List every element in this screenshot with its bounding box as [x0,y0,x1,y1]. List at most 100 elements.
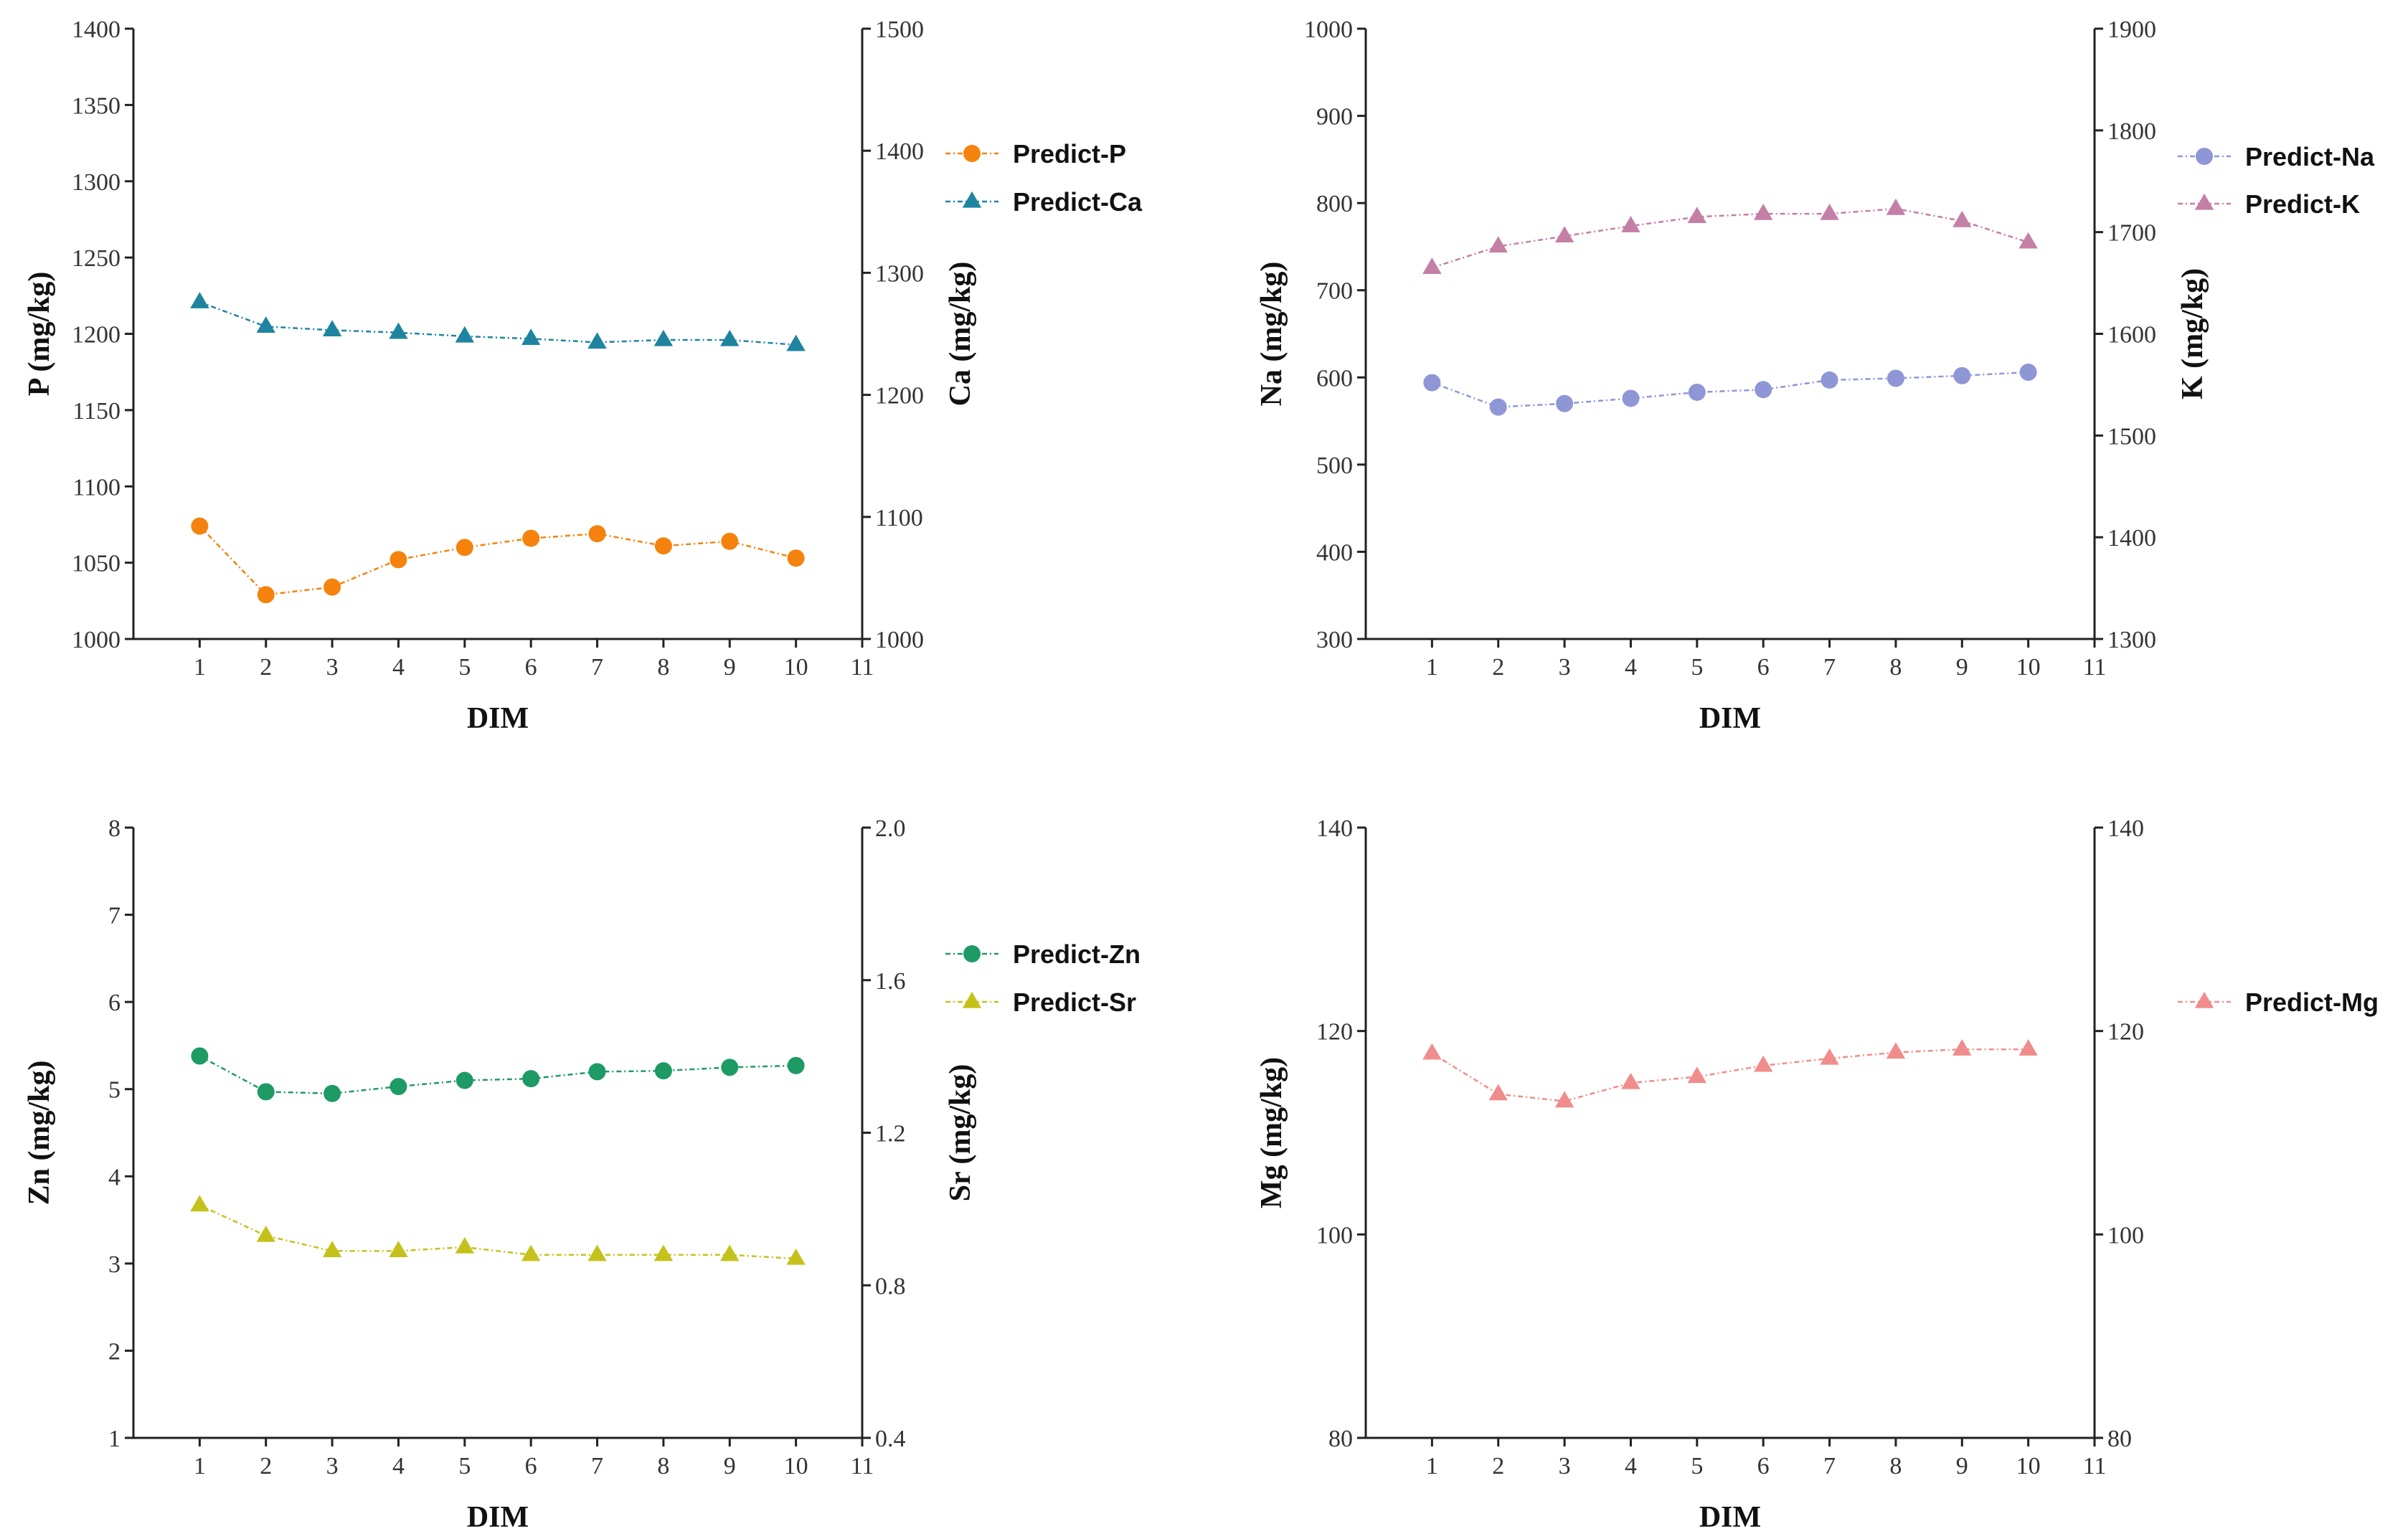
left-tick-label: 6 [108,990,121,1016]
series-line-predict-na [1431,371,2029,408]
x-tick-label: 10 [784,1453,808,1479]
left-tick-label: 2 [108,1338,121,1365]
right-tick-label: 1.6 [875,968,906,995]
right-tick-label: 1400 [875,138,924,165]
right-tick-label: 1300 [2107,627,2156,653]
right-axis-title: Ca (mg/kg) [944,262,977,407]
data-point-predict-p [455,539,473,557]
data-point-predict-k [1621,216,1640,232]
data-point-predict-sr [256,1225,275,1242]
left-tick-label: 700 [1316,278,1353,305]
right-tick-label: 1500 [875,16,924,43]
data-point-predict-k [1953,210,1972,227]
data-point-predict-ca [720,329,740,346]
right-tick-label: 0.4 [875,1426,906,1452]
series-line-predict-k [1431,207,2029,269]
data-point-predict-na [1556,394,1574,412]
data-point-predict-zn [257,1083,275,1101]
x-tick-label: 9 [1956,1453,1968,1479]
left-tick-label: 4 [108,1164,121,1190]
legend-label: Predict-Zn [1013,939,1141,969]
left-tick-label: 120 [1316,1019,1353,1046]
left-tick-label: 100 [1316,1222,1353,1249]
x-axis-title: DIM [467,702,529,735]
data-point-predict-na [1489,398,1507,416]
x-tick-label: 5 [458,654,471,681]
x-tick-label: 5 [1691,1453,1703,1479]
right-tick-label: 120 [2107,1019,2144,1046]
data-point-predict-k [1422,257,1442,274]
x-tick-label: 11 [851,654,874,681]
right-tick-label: 1000 [875,627,924,653]
data-point-predict-sr [455,1236,475,1254]
legend-label: Predict-P [1013,139,1126,169]
data-point-predict-mg [1422,1043,1442,1060]
x-tick-label: 11 [2083,654,2107,681]
x-tick-label: 7 [591,1453,603,1479]
left-tick-label: 7 [108,903,121,929]
data-point-predict-na [1821,371,1838,389]
data-point-predict-p [522,529,540,547]
x-tick-label: 5 [1691,654,1703,681]
x-tick-label: 7 [1823,654,1836,681]
legend-item-predict-na: Predict-Na [2178,142,2375,171]
data-point-predict-sr [720,1244,740,1261]
legend-item-predict-p: Predict-P [945,139,1126,169]
x-tick-label: 5 [458,1453,471,1479]
data-point-predict-zn [522,1070,540,1088]
legend-item-predict-zn: Predict-Zn [945,939,1141,969]
right-tick-label: 1100 [875,505,923,531]
x-tick-label: 4 [1625,1453,1637,1479]
right-tick-label: 80 [2107,1426,2132,1452]
x-tick-label: 9 [724,1453,736,1479]
left-tick-label: 1150 [72,398,121,425]
data-point-predict-ca [587,332,607,349]
chart-panel-3: 1 2 3 4 5 6 7 8 0.4 0.8 1.2 1.6 2.0 1 2 3 4 5 6 7 8 9 10 11 DIM Z… [23,815,1141,1534]
right-tick-label: 1400 [2107,525,2156,551]
legend-label: Predict-Na [2245,142,2375,171]
data-point-predict-na [1755,381,1772,399]
data-point-predict-sr [587,1244,607,1261]
x-tick-label: 11 [851,1453,874,1479]
data-point-predict-zn [389,1078,407,1096]
data-point-predict-mg [2019,1039,2038,1056]
x-tick-label: 6 [1757,654,1770,681]
legend-marker [962,191,982,208]
left-tick-label: 3 [108,1251,121,1278]
left-tick-label: 600 [1316,365,1353,392]
left-axis-title: Mg (mg/kg) [1255,1057,1288,1208]
left-tick-label: 1100 [72,474,121,501]
data-point-predict-ca [256,316,275,333]
chart-panel-2: 300 400 500 600 700 800 900 1000 1300 1400 1500 160… [1255,16,2375,735]
data-point-predict-zn [787,1056,805,1074]
data-point-predict-p [191,517,209,535]
legend-marker [2194,991,2214,1008]
data-point-predict-mg [1488,1084,1508,1101]
data-point-predict-p [654,537,672,555]
left-tick-label: 1 [108,1426,121,1452]
data-point-predict-k [1554,226,1574,243]
x-tick-label: 1 [1426,1453,1438,1479]
left-tick-label: 8 [108,815,121,842]
left-tick-label: 400 [1316,539,1353,566]
data-point-predict-ca [521,328,541,345]
series-line-predict-sr [199,1204,796,1260]
x-tick-label: 3 [1559,654,1571,681]
x-tick-label: 11 [2083,1453,2107,1479]
x-tick-label: 6 [1757,1453,1770,1479]
left-tick-label: 140 [1316,815,1353,842]
x-tick-label: 8 [1889,654,1902,681]
legend-marker [963,145,981,162]
series-line-predict-p [199,525,796,596]
x-tick-label: 10 [2016,1453,2041,1479]
right-tick-label: 100 [2107,1222,2144,1249]
data-point-predict-mg [1820,1048,1839,1065]
data-point-predict-mg [1687,1066,1707,1084]
x-tick-label: 10 [2016,654,2041,681]
data-point-predict-mg [1753,1055,1773,1072]
x-axis-title: DIM [1699,1501,1761,1534]
left-tick-label: 1300 [72,169,121,196]
chart-panel-4: 80 100 120 140 80 100 120 140 1 2 3 4 5 6 7 8 9 10 11 DIM Mg… [1255,815,2379,1534]
left-tick-label: 1050 [72,551,121,577]
